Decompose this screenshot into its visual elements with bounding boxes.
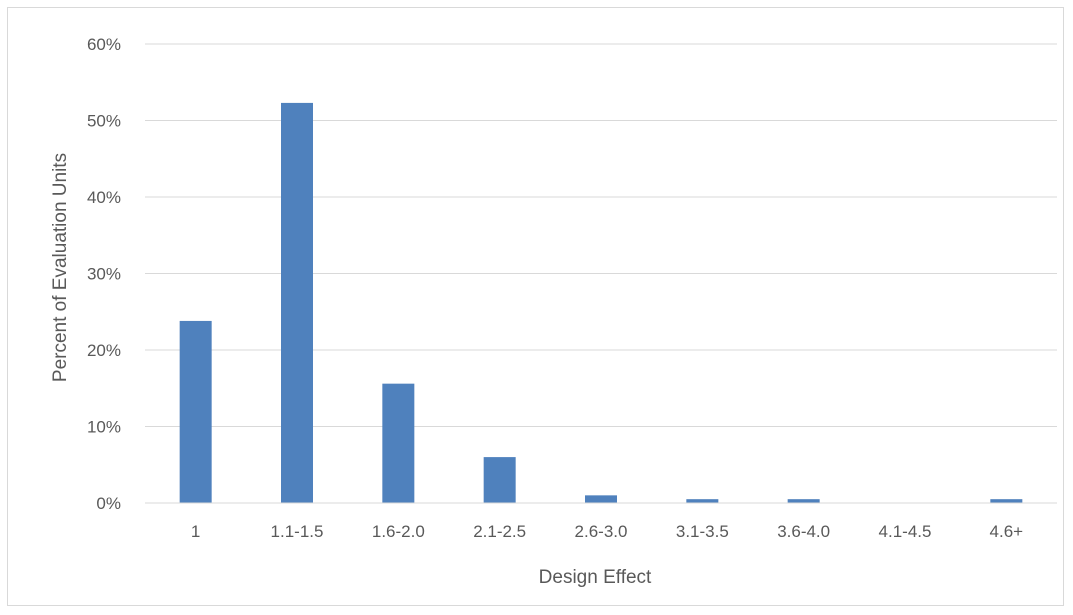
x-tick-label: 2.1-2.5 (473, 522, 526, 541)
y-tick-label: 60% (87, 35, 121, 54)
bar (483, 457, 516, 503)
bars (179, 102, 1023, 503)
x-tick-label: 3.1-3.5 (676, 522, 729, 541)
x-tick-label: 1.6-2.0 (372, 522, 425, 541)
y-tick-label: 40% (87, 188, 121, 207)
y-axis-ticks: 0% 10% 20% 30% 40% 50% 60% (87, 35, 121, 513)
y-tick-label: 0% (96, 494, 121, 513)
x-tick-label: 2.6-3.0 (575, 522, 628, 541)
y-tick-label: 50% (87, 112, 121, 131)
y-tick-label: 10% (87, 418, 121, 437)
bar (585, 495, 617, 503)
bar (179, 320, 212, 503)
x-tick-label: 4.6+ (990, 522, 1024, 541)
bar (686, 499, 719, 503)
y-tick-label: 30% (87, 265, 121, 284)
bar (281, 102, 313, 503)
bar (382, 383, 415, 503)
x-tick-label: 1.1-1.5 (271, 522, 324, 541)
x-axis-ticks: 1 1.1-1.5 1.6-2.0 2.1-2.5 2.6-3.0 3.1-3.5 3.6-… (191, 522, 1023, 541)
x-tick-label: 3.6-4.0 (777, 522, 830, 541)
bar (990, 499, 1023, 503)
y-tick-label: 20% (87, 341, 121, 360)
chart-area (7, 7, 1064, 606)
x-tick-label: 1 (191, 522, 200, 541)
x-tick-label: 4.1-4.5 (879, 522, 932, 541)
x-axis-title: Design Effect (539, 567, 652, 588)
y-axis-title: Percent of Evaluation Units (50, 153, 71, 382)
bar (787, 499, 820, 503)
